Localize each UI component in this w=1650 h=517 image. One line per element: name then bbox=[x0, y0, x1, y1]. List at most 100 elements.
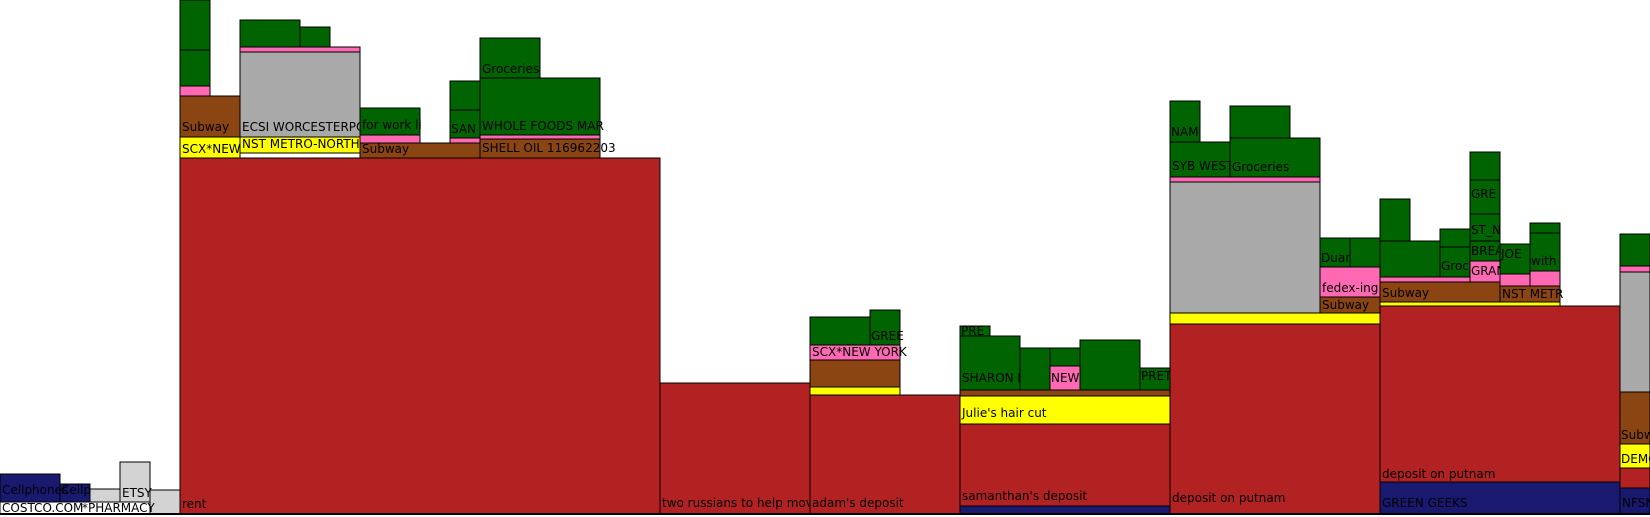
label-two-russians: two russians to help move bbox=[662, 496, 820, 510]
block-pink-3 bbox=[359, 134, 421, 144]
label-subway-putnam-2: Subway bbox=[1382, 286, 1429, 300]
block-subw bbox=[1619, 391, 1650, 445]
label-with: with bbox=[1531, 254, 1556, 268]
block-pink-4 bbox=[479, 134, 601, 140]
label-joe: JOE bbox=[1500, 247, 1522, 261]
label-gre: GRE bbox=[1471, 187, 1496, 201]
label-whole-foods: WHOLE FOODS MAR bbox=[482, 119, 604, 133]
block-food-adams bbox=[809, 316, 871, 346]
block-with-top bbox=[1529, 222, 1561, 234]
block-nam bbox=[1169, 100, 1201, 143]
block-duan bbox=[1319, 237, 1351, 268]
label-gree: GREE bbox=[871, 329, 904, 343]
label-green-geeks: GREEN GEEKS bbox=[1382, 496, 1468, 510]
block-pink-putnam-2 bbox=[1379, 276, 1471, 283]
label-demo: DEMO bbox=[1621, 452, 1650, 466]
block-gray-right bbox=[1619, 271, 1650, 393]
label-for-work: for work li bbox=[362, 118, 422, 132]
block-pre bbox=[959, 325, 991, 337]
block-food-sam-2 bbox=[1019, 347, 1051, 391]
block-food-putnam-2 bbox=[1349, 237, 1381, 268]
label-subw: Subw bbox=[1621, 428, 1650, 442]
label-gran: GRAN bbox=[1471, 264, 1505, 278]
block-subway-1 bbox=[179, 95, 241, 138]
label-adams-deposit: adam's deposit bbox=[812, 496, 904, 510]
block-groceries-1 bbox=[479, 37, 541, 79]
label-samanthas-deposit: samanthan's deposit bbox=[962, 489, 1087, 503]
label-etsy: ETSY bbox=[122, 486, 153, 500]
label-groceries-1: Groceries bbox=[482, 62, 539, 76]
label-fedex: fedex-ing a bbox=[1322, 281, 1390, 295]
label-shell: SHELL OIL 116962203 bbox=[482, 141, 616, 155]
label-pre: PRE bbox=[961, 324, 984, 338]
block-demo bbox=[1619, 443, 1650, 469]
block-yellow-putnam bbox=[1169, 312, 1381, 325]
block-subway-samantha bbox=[959, 389, 1171, 397]
block-with bbox=[1529, 232, 1561, 272]
block-joe bbox=[1499, 243, 1531, 275]
block-food-sam-4 bbox=[1079, 339, 1141, 391]
block-syb-west bbox=[1169, 141, 1231, 178]
block-food-sam-3 bbox=[1049, 347, 1081, 367]
block-julies-haircut bbox=[959, 395, 1171, 425]
block-groc bbox=[1439, 246, 1471, 278]
block-red-right bbox=[1619, 467, 1650, 489]
label-nfsn: NFSN bbox=[1622, 496, 1650, 510]
block-pink-putnam-2c bbox=[1499, 273, 1531, 287]
block-two-russians bbox=[659, 382, 811, 515]
block-gray-putnam bbox=[1169, 181, 1321, 314]
block-ecsi bbox=[239, 51, 361, 138]
label-deposit-putnam-2: deposit on putnam bbox=[1382, 467, 1495, 481]
label-nst-metr: NST METR bbox=[1502, 287, 1563, 301]
block-fedex bbox=[1319, 266, 1381, 298]
label-subway-putnam: Subway bbox=[1322, 298, 1369, 312]
block-pink-1 bbox=[179, 85, 211, 97]
block-deposit-putnam-1 bbox=[1169, 323, 1381, 515]
block-food-2b bbox=[299, 26, 331, 48]
label-san: SAN bbox=[451, 122, 476, 136]
block-pink-right bbox=[1619, 265, 1650, 273]
block-food-2a bbox=[239, 19, 301, 48]
block-deposit-putnam-2 bbox=[1379, 305, 1621, 483]
label-brea: BREA bbox=[1471, 244, 1504, 258]
label-duan: Duan bbox=[1321, 251, 1353, 265]
label-groceries-2: Groceries bbox=[1232, 160, 1289, 174]
label-scx-new-york: SCX*NEW YORK bbox=[812, 345, 908, 359]
block-groc-top bbox=[1439, 228, 1471, 248]
block-yellow-putnam-2 bbox=[1379, 301, 1561, 307]
block-for-work bbox=[359, 107, 421, 136]
block-new bbox=[1049, 365, 1081, 391]
block-subway-adams bbox=[809, 359, 901, 388]
label-deposit-putnam-1: deposit on putnam bbox=[1172, 491, 1285, 505]
block-pink-putnam bbox=[1169, 176, 1321, 183]
label-scx-new: SCX*NEW bbox=[182, 142, 241, 156]
block-yellow-adams bbox=[809, 386, 901, 396]
block-food-1b bbox=[179, 0, 211, 51]
block-navy-samantha bbox=[959, 505, 1171, 515]
block-groceries-2-top bbox=[1229, 105, 1291, 139]
block-gree bbox=[869, 309, 901, 346]
label-julies-haircut: Julie's hair cut bbox=[961, 406, 1047, 420]
label-ecsi: ECSI WORCESTERPOL bbox=[242, 120, 372, 134]
block-etsy bbox=[119, 461, 151, 503]
block-groceries-2 bbox=[1229, 137, 1321, 178]
label-groc: Groc bbox=[1441, 259, 1469, 273]
block-pink-3b bbox=[449, 137, 481, 144]
block-food-putnam-2b bbox=[1379, 198, 1411, 242]
block-food-right bbox=[1619, 233, 1650, 267]
label-costco: COSTCO.COM bbox=[2, 501, 83, 515]
block-gre-top bbox=[1469, 151, 1501, 181]
label-sharon: SHARON F bbox=[962, 371, 1024, 385]
label-subway-1: Subway bbox=[182, 120, 229, 134]
label-cellphones: Cellphones bbox=[2, 483, 68, 497]
label-nst-metro: NST METRO-NORTH bbox=[242, 137, 360, 151]
label-pharmacy: *PHARMACY bbox=[82, 501, 155, 515]
block-food-putnam-2a bbox=[1379, 240, 1441, 278]
label-subway-2: Subway bbox=[362, 142, 409, 156]
label-new: NEW bbox=[1051, 371, 1080, 385]
block-rent bbox=[179, 157, 661, 515]
block-pink-2 bbox=[239, 46, 361, 53]
label-syb-west: SYB WEST bbox=[1172, 159, 1234, 173]
label-nam: NAM bbox=[1171, 125, 1199, 139]
